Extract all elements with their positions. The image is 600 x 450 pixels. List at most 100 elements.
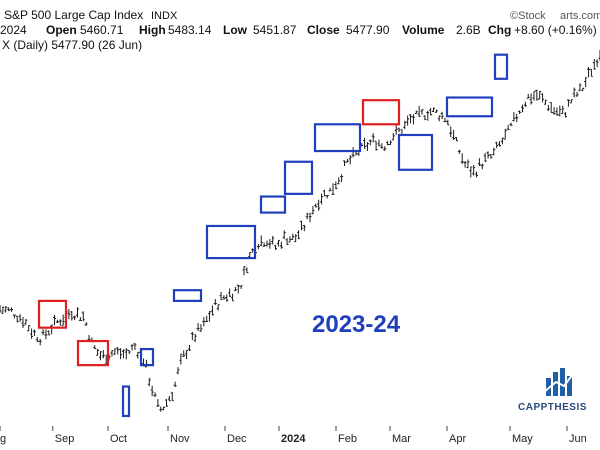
ohlc-bar [406,115,410,126]
ohlc-bar [259,235,263,247]
ohlc-bar [121,349,125,359]
chart-header: S&P 500 Large Cap Index INDX ©Stock arts… [0,8,600,52]
ohlc-bar [595,59,599,68]
ohlc-bar [334,181,338,190]
consolidation-boxes [37,53,509,418]
ohlc-bar [368,139,372,146]
ohlc-bar [454,137,458,142]
ohlc-bar [529,93,533,105]
red-consolidation-box [361,99,401,126]
ohlc-bar [193,333,197,342]
ohlc-bar [397,127,401,133]
ohlc-bar [101,350,105,359]
blue-consolidation-box [313,123,362,153]
ohlc-bar [70,310,74,321]
ohlc-bar [489,153,493,159]
ohlc-bar [495,141,499,149]
ohlc-bar [325,195,329,199]
ohlc-bar [179,353,183,365]
ohlc-bar [509,122,513,127]
ohlc-bar [475,171,479,178]
ohlc-bar [518,110,522,115]
ohlc-bar [167,395,171,402]
ohlc-bar [308,212,312,223]
ohlc-bar [282,230,286,240]
x-tick-label: Oct [110,433,127,445]
x-tick-label: 2024 [281,433,306,445]
ohlc-bar [61,314,65,326]
ohlc-bar [35,336,39,343]
ohlc-bar [162,406,166,411]
ohlc-bar [555,107,559,116]
ohlc-bar [256,244,260,250]
ohlc-bar [466,159,470,169]
ohlc-bar [589,68,593,77]
period-annotation: 2023-24 [312,311,401,338]
blue-consolidation-box [493,53,509,80]
blue-consolidation-box [397,133,434,171]
ohlc-bar [322,189,326,197]
ohlc-bar [202,317,206,327]
ohlc-bar [314,203,318,208]
high-value: 5483.14 [168,23,212,37]
ohlc-bar [58,319,62,326]
ohlc-bar [50,324,54,335]
ohlc-bar [9,307,13,312]
ohlc-bar [176,367,180,375]
close-label: Close [307,23,340,37]
ohlc-bar [297,230,301,240]
ohlc-bar [386,141,390,146]
ohlc-bar [299,220,303,231]
watermark-right: arts.com [560,10,600,22]
ohlc-bar [205,315,209,323]
ohlc-bar [363,137,367,149]
ohlc-bar [592,59,596,70]
low-label: Low [223,23,248,37]
ohlc-bar [483,152,487,163]
ohlc-bar [523,101,527,107]
ohlc-bar [512,112,516,122]
ohlc-bar [498,141,502,147]
ohlc-bar [55,319,59,324]
ohlc-bar [265,240,269,247]
ohlc-bar [274,244,278,251]
ohlc-bar [581,87,585,92]
x-tick-label: Feb [338,433,357,445]
ohlc-bar [233,286,237,292]
ohlc-bar [506,125,510,131]
ohlc-bar [242,266,246,276]
ohlc-bar [500,137,504,145]
ohlc-bar [130,344,134,351]
ohlc-bar [225,294,229,302]
brand-name: CAPPTHESIS [518,402,587,413]
ohlc-bar [216,304,220,311]
ohlc-bar [127,349,131,355]
ohlc-bar [320,193,324,205]
ohlc-bar [526,93,530,99]
x-tick-label: Jun [569,433,587,445]
ohlc-bar [452,129,456,140]
ohlc-bar [153,392,157,397]
ohlc-bar [572,87,576,98]
ohlc-bar [377,139,381,147]
ohlc-bar [486,151,490,159]
x-tick-label: Dec [227,433,247,445]
ohlc-bar [288,236,292,243]
ohlc-bar [38,338,42,346]
ohlc-bar [328,187,332,192]
ohlc-bar [78,317,82,322]
ohlc-bar [276,239,280,247]
volume-value: 2.6B [456,23,481,37]
ohlc-bar [532,91,536,101]
ohlc-bar [231,293,235,302]
ohlc-bar [403,120,407,130]
ohlc-bar [569,99,573,104]
ohlc-bar [492,147,496,156]
ohlc-bar [426,110,430,121]
ohlc-bar [268,239,272,249]
ohlc-bar [409,114,413,124]
ohlc-bar [460,153,464,164]
ohlc-bar [434,109,438,113]
ohlc-bar [222,295,226,300]
ohlc-bar [538,90,542,100]
